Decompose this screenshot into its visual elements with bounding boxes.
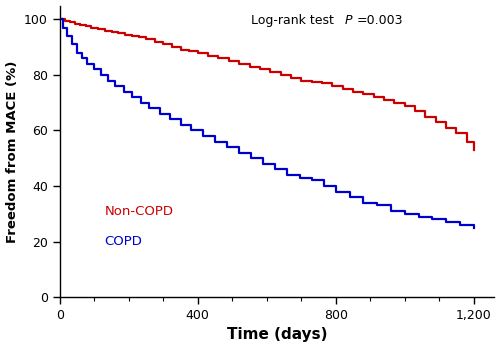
Y-axis label: Freedom from MACE (%): Freedom from MACE (%): [6, 60, 18, 243]
Text: Non-COPD: Non-COPD: [104, 205, 174, 218]
Text: P: P: [344, 14, 352, 27]
X-axis label: Time (days): Time (days): [227, 327, 328, 342]
Text: COPD: COPD: [104, 235, 142, 248]
Text: Log-rank test: Log-rank test: [251, 14, 338, 27]
Text: =0.003: =0.003: [356, 14, 403, 27]
